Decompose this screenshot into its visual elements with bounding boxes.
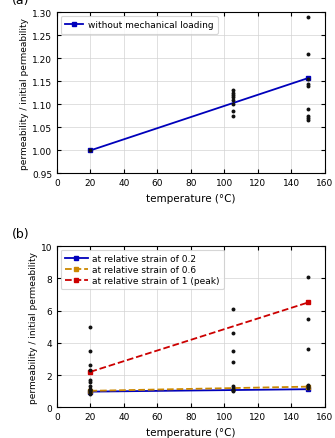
Point xyxy=(88,379,93,386)
Text: (a): (a) xyxy=(11,0,29,7)
Y-axis label: permeability / initial permeability: permeability / initial permeability xyxy=(20,18,29,170)
Point xyxy=(88,389,93,396)
Point xyxy=(306,118,311,125)
Point xyxy=(306,106,311,113)
Point xyxy=(306,51,311,58)
Point xyxy=(306,346,311,353)
Point xyxy=(306,273,311,280)
Point xyxy=(88,367,93,374)
Point xyxy=(88,323,93,330)
Legend: at relative strain of 0.2, at relative strain of 0.6, at relative strain of 1 (p: at relative strain of 0.2, at relative s… xyxy=(61,250,224,290)
Point xyxy=(230,97,236,104)
Point xyxy=(88,383,93,390)
X-axis label: temperature (°C): temperature (°C) xyxy=(146,194,236,203)
Point xyxy=(306,14,311,21)
Point xyxy=(88,377,93,384)
Point xyxy=(306,115,311,122)
Point xyxy=(230,90,236,97)
Point xyxy=(306,113,311,120)
Point xyxy=(230,386,236,393)
Point xyxy=(88,386,93,393)
Point xyxy=(230,330,236,337)
Point xyxy=(230,113,236,120)
Point xyxy=(306,384,311,391)
Legend: without mechanical loading: without mechanical loading xyxy=(61,17,218,35)
Point xyxy=(306,81,311,88)
Y-axis label: permeability / initial permeability: permeability / initial permeability xyxy=(29,251,38,403)
X-axis label: temperature (°C): temperature (°C) xyxy=(146,427,236,437)
Point xyxy=(230,385,236,392)
Point xyxy=(230,306,236,313)
Point xyxy=(88,385,93,392)
Point xyxy=(230,388,236,395)
Point xyxy=(88,388,93,395)
Point xyxy=(230,95,236,102)
Point xyxy=(306,382,311,389)
Point xyxy=(88,389,93,396)
Point xyxy=(230,387,236,394)
Point xyxy=(230,88,236,95)
Point xyxy=(88,362,93,369)
Point xyxy=(230,359,236,366)
Point xyxy=(306,315,311,322)
Point xyxy=(306,76,311,83)
Point xyxy=(306,83,311,90)
Point xyxy=(230,92,236,99)
Point xyxy=(230,383,236,390)
Text: (b): (b) xyxy=(11,227,29,240)
Point xyxy=(230,102,236,109)
Point xyxy=(88,148,93,155)
Point xyxy=(88,387,93,394)
Point xyxy=(230,347,236,354)
Point xyxy=(88,347,93,354)
Point xyxy=(88,390,93,397)
Point xyxy=(306,383,311,390)
Point xyxy=(306,385,311,392)
Point xyxy=(230,109,236,116)
